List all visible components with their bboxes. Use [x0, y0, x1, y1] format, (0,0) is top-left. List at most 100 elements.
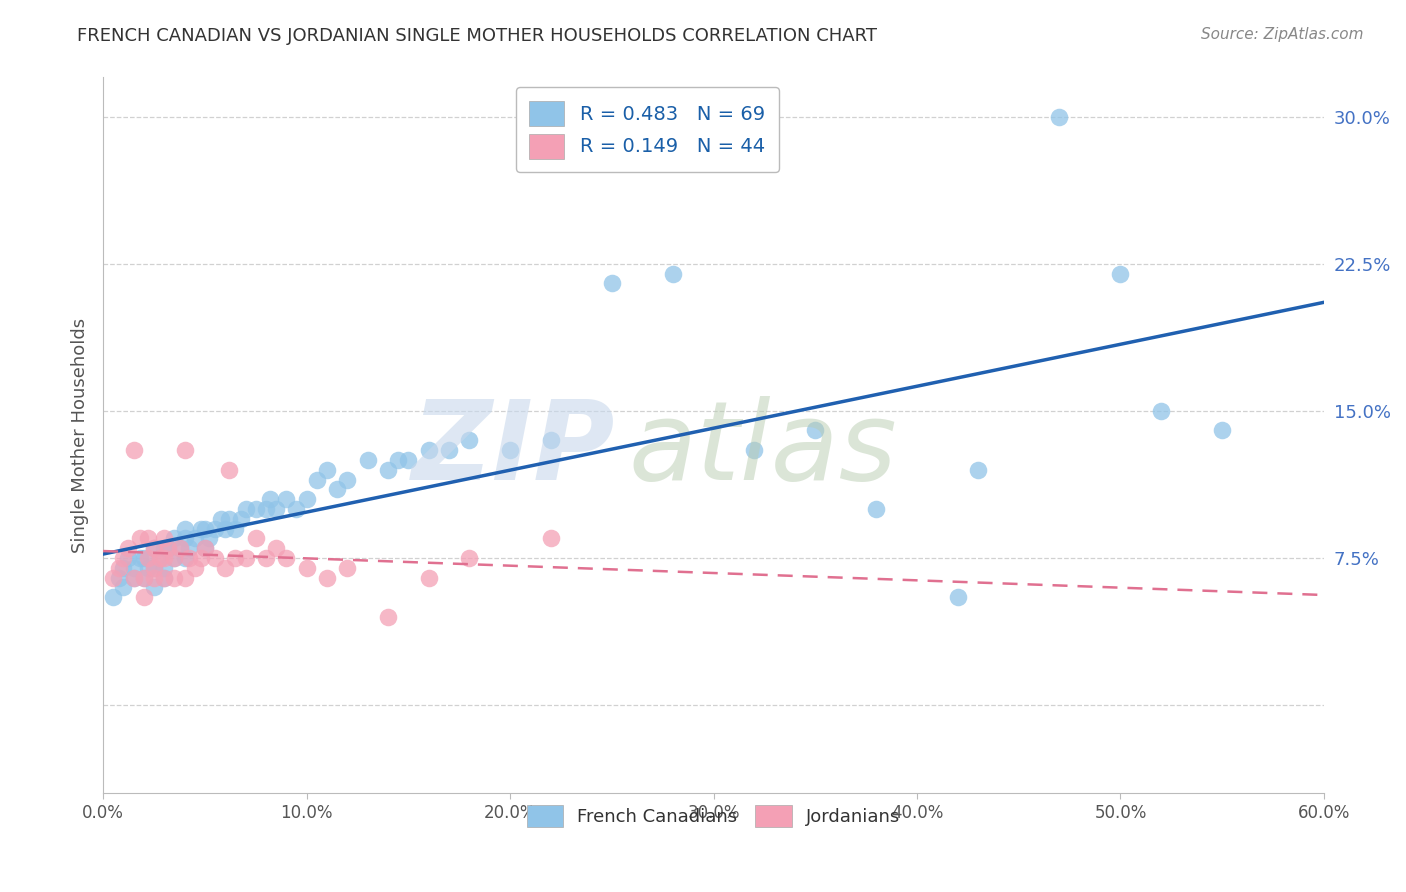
Y-axis label: Single Mother Households: Single Mother Households: [72, 318, 89, 553]
Point: [103, 571, 125, 585]
Point: [295, 561, 318, 575]
Point: [132, 571, 155, 585]
Point: [458, 434, 481, 448]
Point: [183, 532, 205, 546]
Point: [209, 512, 232, 526]
Point: [108, 571, 131, 585]
Point: [128, 532, 150, 546]
Point: [336, 561, 359, 575]
Text: ZIP: ZIP: [412, 396, 616, 503]
Point: [218, 512, 240, 526]
Point: [204, 551, 226, 566]
Point: [198, 532, 221, 546]
Point: [194, 541, 217, 556]
Point: [377, 610, 399, 624]
Point: [396, 453, 419, 467]
Point: [190, 551, 212, 566]
Point: [112, 551, 135, 566]
Point: [173, 571, 195, 585]
Point: [245, 502, 267, 516]
Point: [967, 463, 990, 477]
Point: [143, 561, 166, 575]
Point: [600, 277, 623, 291]
Point: [136, 532, 159, 546]
Point: [316, 571, 339, 585]
Point: [132, 591, 155, 605]
Point: [183, 561, 205, 575]
Point: [946, 591, 969, 605]
Point: [224, 551, 246, 566]
Point: [177, 541, 200, 556]
Point: [1109, 267, 1132, 281]
Point: [173, 551, 195, 566]
Point: [356, 453, 378, 467]
Point: [153, 571, 176, 585]
Point: [122, 443, 145, 458]
Point: [103, 591, 125, 605]
Point: [112, 561, 135, 575]
Point: [163, 532, 186, 546]
Point: [305, 473, 328, 487]
Point: [163, 551, 186, 566]
Text: atlas: atlas: [628, 396, 897, 503]
Point: [804, 424, 827, 438]
Point: [235, 551, 257, 566]
Point: [132, 551, 155, 566]
Point: [122, 561, 145, 575]
Point: [235, 502, 257, 516]
Point: [218, 463, 240, 477]
Point: [173, 532, 195, 546]
Point: [149, 551, 172, 566]
Point: [540, 532, 562, 546]
Point: [245, 532, 267, 546]
Point: [254, 502, 277, 516]
Point: [194, 541, 217, 556]
Point: [132, 571, 155, 585]
Point: [204, 522, 226, 536]
Point: [254, 551, 277, 566]
Point: [153, 561, 176, 575]
Point: [214, 561, 236, 575]
Point: [136, 561, 159, 575]
Point: [295, 492, 318, 507]
Point: [336, 473, 359, 487]
Point: [143, 581, 166, 595]
Point: [224, 522, 246, 536]
Point: [377, 463, 399, 477]
Point: [153, 532, 176, 546]
Point: [276, 551, 298, 566]
Point: [112, 581, 135, 595]
Point: [169, 541, 191, 556]
Point: [143, 561, 166, 575]
Text: FRENCH CANADIAN VS JORDANIAN SINGLE MOTHER HOUSEHOLDS CORRELATION CHART: FRENCH CANADIAN VS JORDANIAN SINGLE MOTH…: [77, 27, 877, 45]
Point: [143, 541, 166, 556]
Point: [264, 502, 287, 516]
Point: [499, 443, 522, 458]
Point: [190, 522, 212, 536]
Point: [163, 571, 186, 585]
Point: [264, 541, 287, 556]
Point: [153, 551, 176, 566]
Point: [128, 551, 150, 566]
Point: [149, 551, 172, 566]
Point: [418, 443, 440, 458]
Point: [742, 443, 765, 458]
Point: [108, 561, 131, 575]
Point: [865, 502, 887, 516]
Point: [153, 571, 176, 585]
Point: [285, 502, 308, 516]
Point: [1150, 404, 1173, 418]
Point: [387, 453, 409, 467]
Point: [163, 551, 186, 566]
Legend: French Canadians, Jordanians: French Canadians, Jordanians: [520, 798, 907, 834]
Point: [194, 522, 217, 536]
Point: [122, 571, 145, 585]
Point: [214, 522, 236, 536]
Point: [143, 571, 166, 585]
Point: [157, 541, 180, 556]
Point: [458, 551, 481, 566]
Point: [169, 541, 191, 556]
Point: [122, 571, 145, 585]
Point: [177, 551, 200, 566]
Point: [117, 541, 139, 556]
